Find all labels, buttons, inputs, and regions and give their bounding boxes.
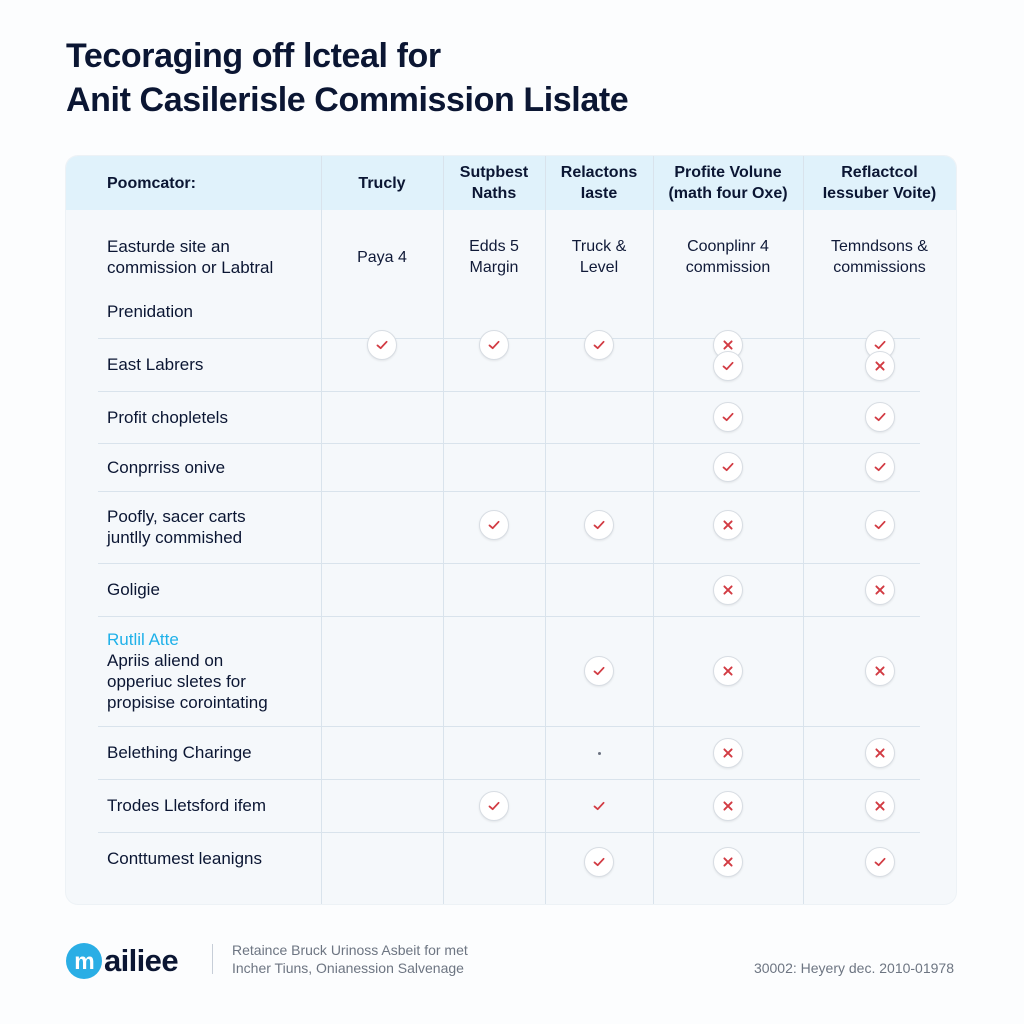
check-icon	[713, 351, 743, 381]
column-divider-2	[443, 156, 444, 904]
cross-icon	[713, 738, 743, 768]
row-label-text: Poofly, sacer carts juntlly commished	[107, 507, 246, 547]
cross-icon	[713, 510, 743, 540]
cross-icon	[864, 656, 895, 686]
table-row-label-10: Conttumest leanigns	[107, 848, 332, 869]
row-divider-2	[98, 391, 920, 392]
check-icon	[864, 402, 895, 432]
cross-icon	[713, 575, 743, 605]
column-divider-4	[653, 156, 654, 904]
table-row-label-6: Goligie	[107, 579, 332, 600]
page-title: Tecoraging off lcteal for Anit Casileris…	[66, 34, 706, 122]
row-divider-4	[98, 491, 920, 492]
check-icon	[864, 452, 895, 482]
logo-wordmark: ailiee	[104, 943, 179, 978]
check-icon	[584, 656, 614, 686]
check-icon	[367, 330, 397, 360]
row-divider-9	[98, 832, 920, 833]
table-row-label-3: Profit chopletels	[107, 407, 332, 428]
cross-icon	[713, 847, 743, 877]
cross-icon	[864, 351, 895, 381]
table-subheader-value-5: Temndsons & commissions	[831, 238, 928, 276]
row-label-text: Goligie	[107, 580, 160, 599]
check-icon	[479, 791, 509, 821]
table-row-label-5: Poofly, sacer carts juntlly commished	[107, 506, 332, 548]
check-icon	[479, 510, 509, 540]
placeholder-dot	[598, 752, 601, 755]
page-title-line-2: Anit Casilerisle Commission Lislate	[66, 81, 629, 119]
check-icon	[864, 510, 895, 540]
row-divider-7	[98, 726, 920, 727]
page-footer: m ailiee Retaince Bruck Urinoss Asbeit f…	[66, 940, 956, 986]
table-column-header-3: Relactons Iaste	[560, 164, 638, 202]
table-subheader-value-1: Paya 4	[357, 248, 407, 266]
row-label-text: Apriis aliend on opperiuc sletes for pro…	[107, 651, 268, 712]
check-icon	[864, 847, 895, 877]
row-label-text: Conprriss onive	[107, 457, 226, 477]
brand-logo: m ailiee	[66, 940, 179, 982]
table-row-label-2: East Labrers	[107, 354, 332, 375]
table-row-label-1: Prenidation	[107, 301, 332, 322]
footer-divider	[212, 944, 213, 974]
comparison-table: Poomcator: Trucly Sutpbest Naths Relactons …	[66, 156, 956, 904]
table-column-header-2: Sutpbest Naths	[459, 164, 529, 202]
cross-icon	[864, 791, 895, 821]
column-divider-5	[803, 156, 804, 904]
table-row-label-8: Belething Charinge	[107, 742, 332, 763]
table-row-label-4: Conprriss onive	[107, 457, 332, 478]
row-divider-3	[98, 443, 920, 444]
check-icon	[479, 330, 509, 360]
row-divider-6	[98, 616, 920, 617]
check-icon	[584, 330, 614, 360]
table-column-header-5: Reflactcol Iessuber Voite)	[822, 164, 937, 202]
check-icon	[713, 452, 743, 482]
table-row-label-7: Rutlil Atte Apriis aliend on opperiuc sle…	[107, 629, 332, 713]
table-subheader-label: Easturde site an commission or Labtral	[107, 237, 274, 277]
table-column-header-1: Trucly	[358, 174, 406, 192]
row-divider-8	[98, 779, 920, 780]
table-column-header-4: Profite Volune (math four Oxe)	[668, 164, 788, 202]
table-row-label-9: Trodes Lletsford ifem	[107, 795, 332, 816]
table-header-band	[66, 156, 956, 210]
row-label-text: Belething Charinge	[107, 743, 252, 762]
row-label-text: Profit chopletels	[107, 407, 228, 427]
table-subheader-value-3: Truck & Level	[571, 238, 627, 276]
footer-document-code: 30002: Heyery dec. 2010-01978	[753, 960, 954, 976]
column-divider-1	[321, 156, 322, 904]
cross-icon	[713, 791, 743, 821]
row-divider-1	[98, 338, 920, 339]
cross-icon	[713, 656, 743, 686]
logo-badge-icon: m	[66, 943, 102, 979]
cross-icon	[864, 575, 895, 605]
check-icon	[584, 791, 614, 821]
footer-description-line-2: Incher Tiuns, Onianession Salvenage	[232, 960, 464, 976]
check-icon	[713, 402, 743, 432]
row-label-text: Trodes Lletsford ifem	[107, 796, 267, 815]
row-divider-5	[98, 563, 920, 564]
column-divider-3	[545, 156, 546, 904]
check-icon	[584, 847, 614, 877]
table-subheader-value-2: Edds 5 Margin	[469, 238, 519, 276]
table-column-header-0: Poomcator:	[107, 174, 196, 192]
row-label-text: Prenidation	[107, 301, 194, 321]
table-subheader-value-4: Coonplinr 4 commission	[685, 238, 771, 276]
check-icon	[584, 510, 614, 540]
footer-description-line-1: Retaince Bruck Urinoss Asbeit for met	[232, 942, 468, 958]
row-accent-label: Rutlil Atte	[107, 630, 179, 649]
page-title-line-1: Tecoraging off lcteal for	[66, 37, 441, 75]
row-label-text: East Labrers	[107, 355, 204, 374]
cross-icon	[864, 738, 895, 768]
footer-description: Retaince Bruck Urinoss Asbeit for met In…	[232, 941, 562, 977]
row-label-text: Conttumest leanigns	[107, 848, 262, 868]
